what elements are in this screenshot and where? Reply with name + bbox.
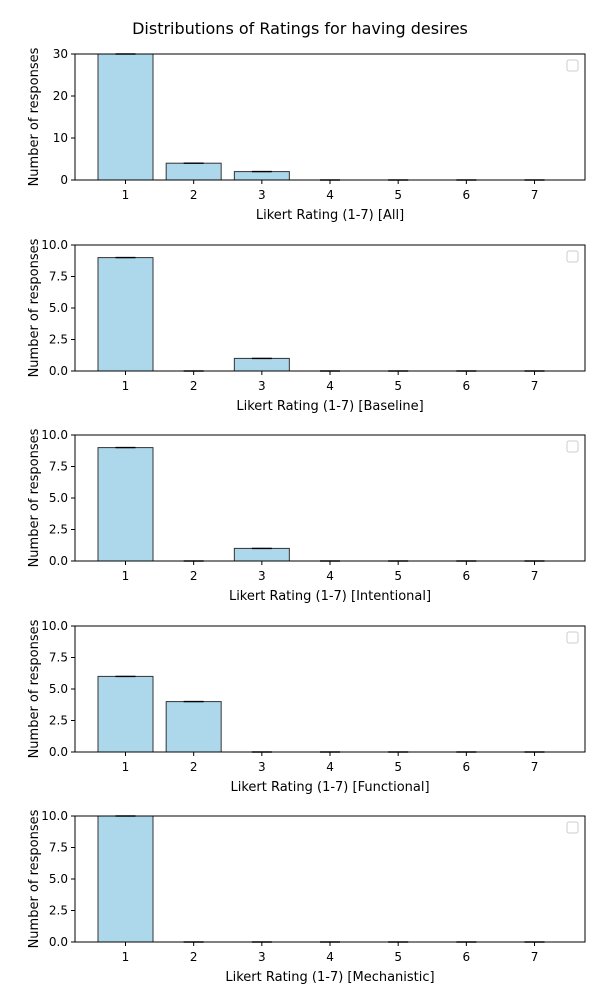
y-tick-label: 2.5 — [49, 333, 68, 347]
y-tick-label: 7.5 — [49, 841, 68, 855]
bar — [97, 675, 154, 753]
x-tick-label: 7 — [531, 950, 539, 964]
x-axis-label: Likert Rating (1-7) [Mechanistic] — [225, 970, 434, 985]
x-tick-label: 2 — [190, 569, 198, 583]
bar — [233, 171, 290, 181]
x-tick-label: 5 — [394, 188, 402, 202]
x-tick-label: 5 — [394, 760, 402, 774]
x-tick-label: 3 — [258, 760, 266, 774]
legend-box — [566, 821, 579, 834]
x-tick-label: 7 — [531, 379, 539, 393]
bar — [165, 701, 222, 753]
y-tick-label: 7.5 — [49, 651, 68, 665]
x-tick-label: 7 — [531, 188, 539, 202]
legend-box — [566, 631, 579, 644]
bar — [165, 162, 222, 181]
legend-box — [566, 440, 579, 453]
x-tick-label: 3 — [258, 950, 266, 964]
x-tick-label: 6 — [463, 379, 471, 393]
x-tick-label: 6 — [463, 950, 471, 964]
x-tick-label: 1 — [122, 950, 130, 964]
x-axis-label: Likert Rating (1-7) [Functional] — [230, 780, 429, 795]
y-tick-label: 2.5 — [49, 714, 68, 728]
x-axis-label: Likert Rating (1-7) [Baseline] — [236, 399, 423, 414]
x-tick-label: 2 — [190, 188, 198, 202]
x-tick-label: 6 — [463, 760, 471, 774]
x-tick-label: 2 — [190, 760, 198, 774]
x-tick-label: 5 — [394, 379, 402, 393]
x-tick-label: 3 — [258, 379, 266, 393]
y-axis-label: Number of responses — [27, 619, 42, 758]
x-tick-label: 6 — [463, 569, 471, 583]
x-tick-label: 6 — [463, 188, 471, 202]
x-tick-label: 1 — [122, 379, 130, 393]
x-tick-label: 4 — [326, 188, 334, 202]
y-tick-label: 10.0 — [41, 619, 68, 633]
y-tick-label: 7.5 — [49, 270, 68, 284]
x-tick-label: 4 — [326, 379, 334, 393]
y-tick-label: 10.0 — [41, 428, 68, 442]
y-tick-label: 5.0 — [49, 872, 68, 886]
y-axis-label: Number of responses — [27, 428, 42, 567]
y-tick-label: 2.5 — [49, 904, 68, 918]
bar — [97, 53, 154, 181]
y-tick-label: 0.0 — [49, 745, 68, 759]
x-axis-label: Likert Rating (1-7) [Intentional] — [229, 589, 431, 604]
y-tick-label: 20 — [53, 89, 68, 103]
y-tick-label: 0 — [60, 173, 68, 187]
x-tick-label: 3 — [258, 188, 266, 202]
x-tick-label: 5 — [394, 569, 402, 583]
y-tick-label: 7.5 — [49, 460, 68, 474]
x-tick-label: 1 — [122, 188, 130, 202]
bar — [233, 547, 290, 562]
y-tick-label: 0.0 — [49, 364, 68, 378]
x-tick-label: 7 — [531, 569, 539, 583]
y-tick-label: 5.0 — [49, 301, 68, 315]
y-tick-label: 5.0 — [49, 682, 68, 696]
x-tick-label: 4 — [326, 950, 334, 964]
x-tick-label: 3 — [258, 569, 266, 583]
bar — [97, 447, 154, 562]
y-tick-label: 5.0 — [49, 491, 68, 505]
y-tick-label: 30 — [53, 47, 68, 61]
x-tick-label: 7 — [531, 760, 539, 774]
x-tick-label: 2 — [190, 950, 198, 964]
bar — [97, 257, 154, 372]
x-tick-label: 2 — [190, 379, 198, 393]
x-tick-label: 4 — [326, 760, 334, 774]
y-tick-label: 0.0 — [49, 554, 68, 568]
x-tick-label: 5 — [394, 950, 402, 964]
x-tick-label: 4 — [326, 569, 334, 583]
y-tick-label: 2.5 — [49, 523, 68, 537]
y-axis-label: Number of responses — [27, 809, 42, 948]
x-tick-label: 1 — [122, 569, 130, 583]
figure-title: Distributions of Ratings for having desi… — [132, 19, 468, 38]
y-axis-label: Number of responses — [27, 238, 42, 377]
y-tick-label: 0.0 — [49, 935, 68, 949]
y-tick-label: 10.0 — [41, 809, 68, 823]
y-tick-label: 10.0 — [41, 238, 68, 252]
x-axis-label: Likert Rating (1-7) [All] — [256, 208, 404, 223]
legend-box — [566, 250, 579, 263]
legend-box — [566, 59, 579, 72]
x-tick-label: 1 — [122, 760, 130, 774]
bar — [97, 815, 154, 943]
y-axis-label: Number of responses — [27, 47, 42, 186]
bar — [233, 357, 290, 372]
y-tick-label: 10 — [53, 131, 68, 145]
